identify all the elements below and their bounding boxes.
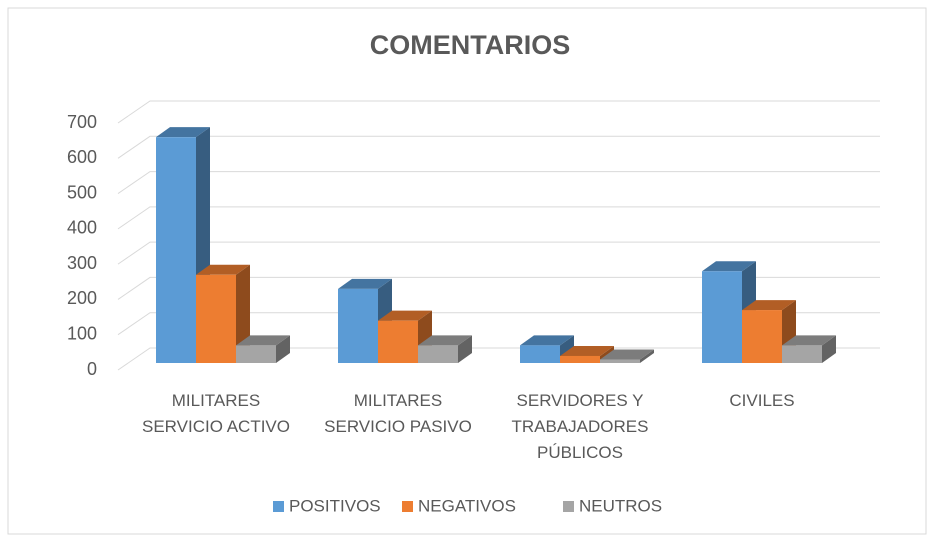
bar-top — [338, 278, 392, 289]
y-tick-label: 200 — [67, 288, 97, 308]
bar-side — [276, 335, 290, 363]
legend-swatch — [563, 501, 574, 512]
grid-line — [117, 135, 880, 159]
bar — [418, 345, 458, 363]
bar-side — [640, 349, 654, 363]
bar — [702, 271, 742, 363]
bar-top — [560, 345, 614, 356]
chart-title: COMENTARIOS — [370, 30, 571, 60]
y-tick-label: 500 — [67, 182, 97, 202]
bar-side — [822, 335, 836, 363]
bar-side — [458, 335, 472, 363]
grid-line — [117, 241, 880, 265]
chart-border — [7, 7, 927, 535]
grid-line — [117, 100, 880, 124]
bar — [520, 345, 560, 363]
grid-line — [117, 347, 880, 371]
grid-line — [117, 312, 880, 336]
bar-top — [520, 335, 574, 346]
y-tick-label: 400 — [67, 218, 97, 238]
legend-label: NEGATIVOS — [418, 496, 516, 515]
bar-top — [196, 264, 250, 275]
bar — [378, 320, 418, 363]
bar-top — [378, 310, 432, 321]
bar-top — [156, 127, 210, 138]
legend-swatch — [273, 501, 284, 512]
bar — [156, 137, 196, 363]
legend-swatch — [402, 501, 413, 512]
bar-top — [418, 335, 472, 346]
legend-label: NEUTROS — [579, 496, 662, 515]
bar-top — [742, 300, 796, 311]
y-tick-label: 600 — [67, 147, 97, 167]
bar-top — [600, 349, 654, 360]
y-tick-label: 100 — [67, 323, 97, 343]
bar-top — [236, 335, 290, 346]
bar — [560, 355, 600, 363]
grid-line — [117, 206, 880, 230]
bar — [338, 288, 378, 363]
x-tick-label: MILITARES SERVICIO PASIVO — [324, 391, 472, 436]
bar — [742, 310, 782, 363]
bar — [600, 359, 640, 363]
bar — [196, 274, 236, 363]
bar — [236, 345, 276, 363]
grid-line — [117, 276, 880, 300]
y-tick-label: 300 — [67, 253, 97, 273]
x-tick-label: MILITARES SERVICIO ACTIVO — [141, 391, 290, 436]
bar-top — [782, 335, 836, 346]
bar-top — [702, 261, 756, 272]
y-tick-label: 700 — [67, 112, 97, 132]
y-tick-label: 0 — [87, 359, 97, 379]
legend-label: POSITIVOS — [289, 496, 381, 515]
x-tick-label: CIVILES — [729, 391, 795, 410]
x-tick-label: SERVIDORES Y TRABAJADORES PÚBLICOS — [511, 391, 649, 462]
grid-line — [117, 171, 880, 194]
bar — [782, 345, 822, 363]
